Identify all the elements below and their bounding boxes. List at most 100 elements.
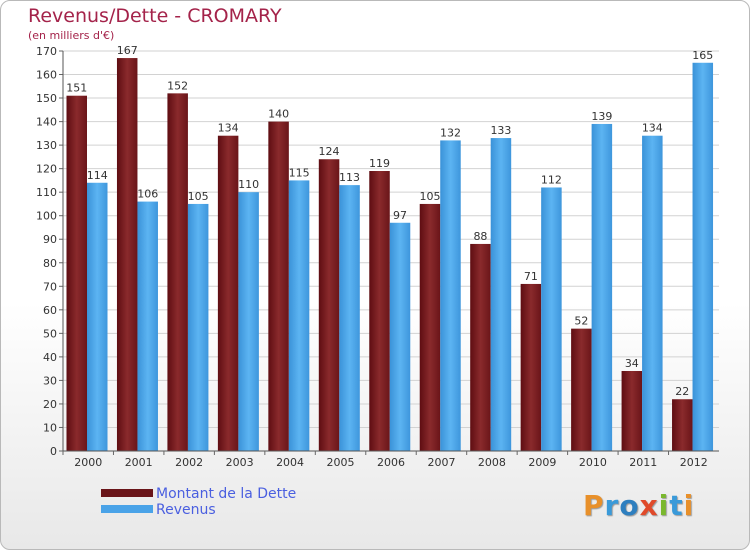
x-tick-label: 2005 [327, 456, 355, 469]
bar-revenus [591, 123, 613, 452]
data-label: 106 [137, 188, 158, 201]
bar-revenus [692, 62, 714, 451]
logo-letter: x [639, 489, 659, 522]
logo-letter: r [604, 489, 620, 522]
bar-revenus [642, 135, 663, 452]
y-tick-label: 30 [43, 374, 57, 387]
bar-revenus [490, 138, 512, 451]
x-tick-label: 2004 [276, 456, 304, 469]
data-label: 114 [87, 169, 108, 182]
data-label: 112 [541, 173, 562, 186]
data-label: 132 [440, 126, 461, 139]
y-tick-label: 110 [36, 186, 57, 199]
logo-letter: i [658, 489, 670, 522]
proxiti-logo: Proxiti [583, 489, 694, 522]
data-label: 151 [66, 82, 87, 95]
labels-layer: 151 114 167 106 152 105 134 110 140 115 124 113 119 9… [66, 44, 713, 398]
x-tick-label: 2008 [478, 456, 506, 469]
x-tick-label: 2000 [74, 456, 102, 469]
y-tick-label: 140 [36, 116, 57, 129]
bar-revenus [389, 222, 411, 451]
axis-layer: 0 10 20 30 40 50 60 70 80 90 100 110 120 130 140 150 160… [36, 45, 719, 469]
y-tick-label: 60 [43, 304, 57, 317]
data-label: 133 [490, 124, 511, 137]
data-label: 110 [238, 178, 259, 191]
y-tick-label: 20 [43, 398, 57, 411]
bar-debt [470, 243, 491, 451]
y-tick-label: 160 [36, 69, 57, 82]
bar-debt [167, 93, 188, 452]
bar-revenus [137, 201, 158, 451]
data-label: 52 [574, 315, 588, 328]
y-tick-label: 150 [36, 92, 57, 105]
data-label: 134 [642, 122, 663, 135]
bar-debt [672, 399, 693, 451]
bar-revenus [288, 180, 310, 452]
logo-letter: P [583, 489, 605, 522]
data-label: 113 [339, 171, 360, 184]
bar-revenus [87, 182, 108, 451]
data-label: 97 [393, 209, 407, 222]
bar-revenus [440, 140, 461, 452]
data-label: 22 [675, 385, 689, 398]
bar-revenus [238, 192, 259, 452]
data-label: 167 [117, 44, 138, 57]
y-tick-label: 0 [50, 445, 57, 458]
bar-debt [520, 283, 542, 451]
data-label: 124 [319, 145, 340, 158]
bars-layer [66, 58, 714, 452]
data-label: 134 [218, 122, 239, 135]
bar-debt [571, 328, 592, 451]
data-label: 105 [188, 190, 209, 203]
y-tick-label: 90 [43, 233, 57, 246]
legend-label-debt: Montant de la Dette [156, 486, 297, 502]
data-label: 105 [419, 190, 440, 203]
chart-subtitle: (en milliers d'€) [28, 29, 115, 42]
bar-debt [66, 95, 87, 452]
data-label: 152 [167, 79, 188, 92]
bar-debt [369, 171, 390, 451]
x-tick-label: 2011 [629, 456, 657, 469]
bar-revenus [541, 187, 562, 451]
y-tick-label: 120 [36, 163, 57, 176]
y-tick-label: 50 [43, 327, 57, 340]
y-tick-label: 70 [43, 280, 57, 293]
data-label: 140 [268, 108, 289, 121]
logo-letter: i [683, 489, 695, 522]
bar-debt [268, 121, 289, 452]
x-tick-label: 2009 [528, 456, 556, 469]
logo-letter: t [669, 489, 684, 522]
legend-swatch-revenus [101, 505, 153, 513]
bar-revenus [339, 185, 360, 451]
logo-letter: o [619, 489, 640, 522]
data-label: 139 [591, 110, 612, 123]
data-label: 34 [625, 357, 639, 370]
bar-debt [318, 159, 340, 451]
y-tick-label: 100 [36, 210, 57, 223]
x-tick-label: 2007 [427, 456, 455, 469]
x-tick-label: 2006 [377, 456, 405, 469]
data-label: 165 [692, 49, 713, 62]
x-tick-label: 2003 [226, 456, 254, 469]
x-tick-label: 2010 [579, 456, 607, 469]
bar-revenus [187, 203, 209, 451]
data-label: 119 [369, 157, 390, 170]
y-tick-label: 170 [36, 45, 57, 58]
x-tick-label: 2002 [175, 456, 203, 469]
legend-label-revenus: Revenus [156, 502, 216, 518]
bar-debt [419, 203, 441, 451]
chart-title: Revenus/Dette - CROMARY [28, 5, 282, 27]
legend-swatch-debt [101, 489, 153, 497]
bar-debt [621, 371, 643, 451]
y-tick-label: 40 [43, 351, 57, 364]
y-tick-label: 80 [43, 257, 57, 270]
bar-debt [217, 135, 239, 452]
y-tick-label: 130 [36, 139, 57, 152]
x-tick-label: 2001 [125, 456, 153, 469]
bar-debt [116, 58, 138, 451]
y-tick-label: 10 [43, 421, 57, 434]
data-label: 71 [524, 270, 538, 283]
x-tick-label: 2012 [680, 456, 708, 469]
